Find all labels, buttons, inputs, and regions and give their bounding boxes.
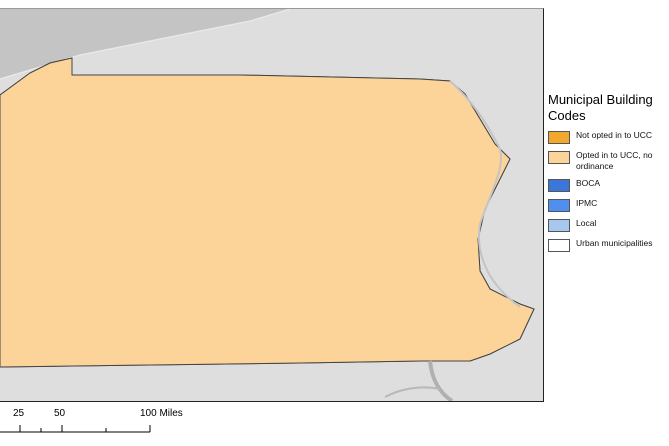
block-boca xyxy=(492,205,510,216)
block-not-opted xyxy=(494,205,502,215)
scale-bar: 25 50 100 Miles xyxy=(0,408,260,446)
legend-item-boca: BOCA xyxy=(548,178,669,192)
block-not-opted xyxy=(516,164,524,180)
block-ipmc xyxy=(483,101,496,112)
legend-swatch xyxy=(548,131,570,144)
block-not-opted xyxy=(502,106,516,117)
scale-bar-ruler xyxy=(0,425,151,433)
block-not-opted xyxy=(468,360,489,367)
block-boca xyxy=(527,94,534,103)
legend-swatch xyxy=(548,151,570,164)
block-urban xyxy=(530,253,534,267)
block-urban xyxy=(500,189,516,207)
legend-title: Municipal Building Codes xyxy=(548,92,653,123)
susquehanna-river xyxy=(428,360,454,401)
scale-label-50: 50 xyxy=(54,408,66,419)
legend-label: Local xyxy=(576,218,597,228)
block-boca xyxy=(526,82,534,100)
block-not-opted xyxy=(512,220,525,236)
delaware-river xyxy=(449,80,521,308)
map-legend: Municipal Building Codes Not opted in to… xyxy=(548,92,669,258)
scale-label-25: 25 xyxy=(13,408,25,419)
legend-swatch xyxy=(548,239,570,252)
pennsylvania-municipal-map xyxy=(0,9,535,401)
legend-label: Opted in to UCC, no ordinance xyxy=(576,150,653,171)
legend-item-not-opted: Not opted in to UCC xyxy=(548,130,669,144)
lake-erie xyxy=(0,9,290,79)
legend-label: BOCA xyxy=(576,178,601,188)
legend-item-ipmc: IPMC xyxy=(548,198,669,212)
block-urban xyxy=(516,216,526,225)
legend-swatch xyxy=(548,199,570,212)
legend-swatch xyxy=(548,219,570,232)
legend-item-opted-no-ordinance: Opted in to UCC, no ordinance xyxy=(548,150,669,172)
bay-inlet xyxy=(384,386,441,398)
legend-swatch xyxy=(548,179,570,192)
block-local xyxy=(520,101,534,108)
legend-label: IPMC xyxy=(576,198,598,208)
block-boca xyxy=(529,151,534,162)
map-panel[interactable] xyxy=(0,8,544,402)
lake-shore-line xyxy=(0,9,291,80)
legend-item-urban: Urban municipalities xyxy=(548,238,669,252)
block-not-opted xyxy=(485,96,501,105)
legend-label: Urban municipalities xyxy=(576,238,653,248)
scale-label-100: 100 Miles xyxy=(140,408,183,419)
legend-label: Not opted in to UCC xyxy=(576,130,653,140)
legend-item-local: Local xyxy=(548,218,669,232)
block-not-opted xyxy=(511,119,523,127)
block-not-opted xyxy=(524,90,534,105)
